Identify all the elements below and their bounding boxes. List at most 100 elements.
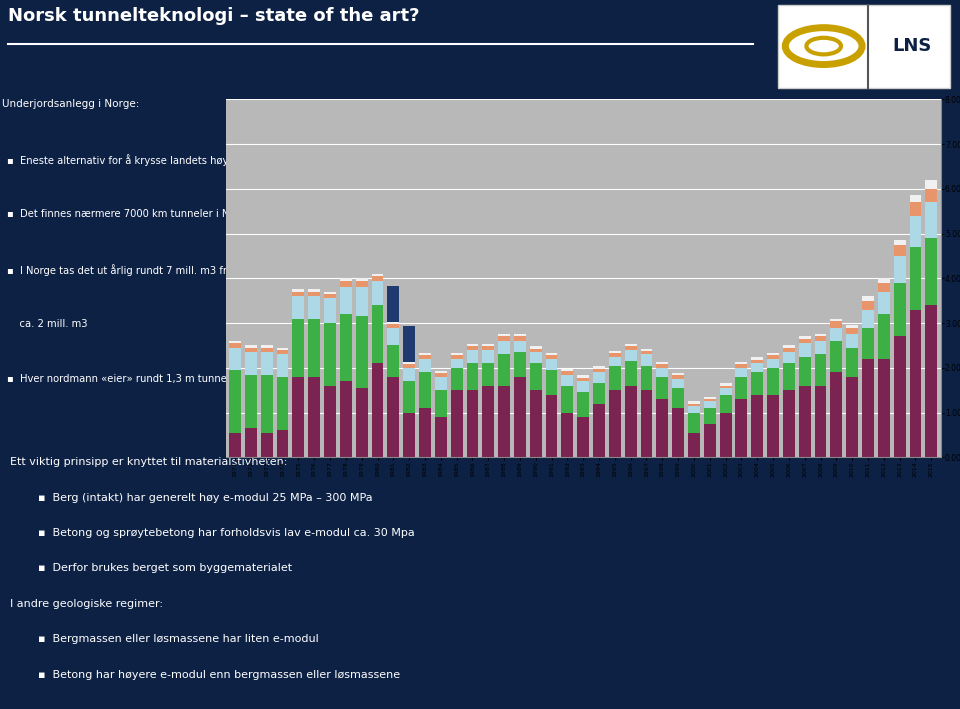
Bar (340, 314, 351, 381)
Bar (340, 287, 351, 314)
Bar (324, 291, 336, 294)
Bar (514, 341, 526, 352)
Bar (498, 337, 510, 341)
Bar (672, 379, 684, 388)
Bar (435, 371, 446, 373)
Bar (720, 395, 732, 413)
Bar (372, 305, 383, 363)
Bar (467, 363, 478, 390)
Bar (403, 413, 415, 457)
Bar (403, 368, 415, 381)
Bar (847, 325, 858, 328)
Bar (245, 428, 257, 457)
Bar (799, 339, 810, 343)
Bar (245, 345, 257, 347)
Bar (672, 408, 684, 457)
Bar (229, 347, 241, 370)
Bar (324, 298, 336, 323)
Bar (752, 359, 763, 363)
Bar (704, 399, 716, 401)
Bar (276, 430, 289, 457)
Bar (909, 247, 922, 310)
Bar (640, 351, 653, 354)
Bar (356, 281, 368, 287)
Bar (830, 328, 842, 341)
Bar (783, 345, 795, 347)
Bar (909, 196, 922, 202)
Bar (862, 301, 874, 310)
Bar (530, 349, 541, 352)
Bar (403, 326, 415, 362)
Bar (340, 381, 351, 457)
Bar (562, 386, 573, 413)
Bar (530, 363, 541, 390)
Bar (577, 375, 589, 378)
Bar (830, 341, 842, 372)
Bar (783, 390, 795, 457)
Bar (593, 384, 605, 403)
Bar (545, 355, 558, 359)
Bar (229, 370, 241, 432)
Bar (752, 363, 763, 372)
Bar (657, 362, 668, 364)
Bar (276, 350, 289, 354)
Bar (657, 368, 668, 376)
Bar (830, 372, 842, 457)
Bar (308, 376, 320, 457)
Bar (388, 376, 399, 457)
Bar (625, 344, 636, 346)
Text: ▪  Eneste alternativ for å krysse landets høye fjell, dype daler og fjorder er t: ▪ Eneste alternativ for å krysse landets… (7, 155, 426, 166)
Bar (704, 408, 716, 424)
Bar (293, 291, 304, 296)
Bar (261, 432, 273, 457)
Bar (783, 363, 795, 390)
Bar (657, 399, 668, 457)
Bar (877, 359, 890, 457)
Bar (720, 384, 732, 386)
Bar (609, 357, 621, 366)
Bar (625, 361, 636, 386)
Bar (450, 355, 463, 359)
Bar (925, 202, 937, 238)
Bar (308, 291, 320, 296)
Bar (514, 337, 526, 341)
Text: ▪  I Norge tas det ut årlig rundt 7 mill. m3 fra underjordsdrift, Sveits er nærm: ▪ I Norge tas det ut årlig rundt 7 mill.… (7, 264, 434, 276)
Text: ▪  Berg (intakt) har generelt høy e-modul 25 MPa – 300 MPa: ▪ Berg (intakt) har generelt høy e-modul… (38, 493, 373, 503)
Bar (562, 413, 573, 457)
Bar (419, 372, 431, 408)
Bar (293, 376, 304, 457)
Text: ca. 2 mill. m3: ca. 2 mill. m3 (7, 319, 87, 329)
Bar (514, 334, 526, 337)
Bar (862, 296, 874, 301)
Bar (672, 388, 684, 408)
Bar (467, 346, 478, 350)
Text: I andre geologiske regimer:: I andre geologiske regimer: (10, 599, 162, 609)
Bar (735, 368, 748, 376)
Bar (847, 334, 858, 347)
Bar (545, 395, 558, 457)
Bar (735, 399, 748, 457)
Bar (388, 286, 399, 322)
Bar (593, 367, 605, 369)
Bar (293, 289, 304, 291)
Bar (450, 368, 463, 390)
Bar (388, 345, 399, 376)
Bar (767, 353, 779, 355)
Text: ▪  Betong har høyere e-modul enn bergmassen eller løsmassene: ▪ Betong har høyere e-modul enn bergmass… (38, 669, 400, 680)
Bar (783, 347, 795, 352)
Bar (467, 390, 478, 457)
Bar (767, 368, 779, 395)
Bar (293, 318, 304, 376)
Text: LNS: LNS (892, 37, 932, 55)
Bar (767, 395, 779, 457)
Bar (688, 413, 700, 432)
Bar (482, 386, 494, 457)
Bar (609, 390, 621, 457)
Bar (593, 369, 605, 372)
Bar (450, 353, 463, 355)
Bar (752, 395, 763, 457)
Bar (419, 355, 431, 359)
Bar (799, 357, 810, 386)
Bar (340, 281, 351, 287)
Bar (482, 363, 494, 386)
